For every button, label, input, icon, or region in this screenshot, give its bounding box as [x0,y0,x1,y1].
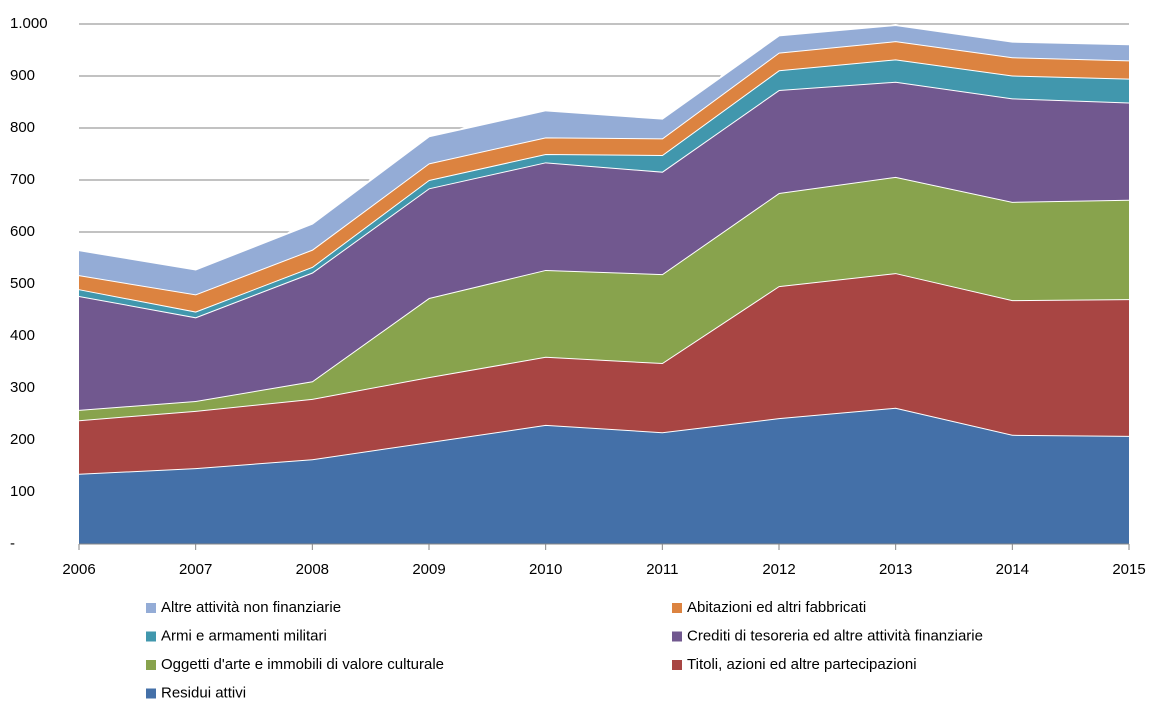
area-edge [78,24,1130,271]
legend-label: Residui attivi [161,684,246,701]
y-tick-label: 400 [10,327,35,344]
legend-swatch [146,660,156,670]
area [79,81,1129,410]
legend-label: Oggetti d'arte e immobili di valore cult… [161,656,444,673]
area [79,59,1129,318]
y-tick-label: 900 [10,67,35,84]
legend-label: Crediti di tesoreria ed altre attività f… [687,627,983,644]
area-edge [78,58,1130,313]
legend-label: Abitazioni ed altri fabbricati [687,599,866,616]
legend-swatch [146,631,156,642]
legend-label: Titoli, azioni ed altre partecipazioni [687,656,917,673]
x-tick-label: 2008 [296,561,329,578]
y-tick-label: 500 [10,275,35,292]
area [79,25,1129,295]
legend-swatch [672,631,682,642]
legend-label: Altre attività non finanziarie [161,599,341,616]
x-tick-label: 2012 [762,561,795,578]
y-tick-label: - [10,535,15,552]
legend-item: Titoli, azioni ed altre partecipazioni [672,656,917,673]
legend-item: Armi e armamenti militari [146,627,327,644]
y-tick-label: 800 [10,119,35,136]
legend-swatch [146,688,156,699]
legend-label: Armi e armamenti militari [161,627,327,644]
x-tick-label: 2014 [996,561,1029,578]
legend-item: Altre attività non finanziarie [146,599,341,616]
y-tick-label: 1.000 [10,15,48,32]
x-tick-label: 2009 [412,561,445,578]
x-tick-label: 2007 [179,561,212,578]
x-tick-label: 2013 [879,561,912,578]
legend-item: Residui attivi [146,684,246,701]
area-edge [78,40,1130,296]
y-tick-label: 700 [10,171,35,188]
legend-swatch [672,660,682,670]
x-tick-label: 2010 [529,561,562,578]
area [79,176,1129,421]
y-tick-label: 300 [10,379,35,396]
y-tick-label: 200 [10,431,35,448]
x-tick-label: 2006 [62,561,95,578]
area [79,407,1129,544]
legend-swatch [146,603,156,613]
legend-item: Abitazioni ed altri fabbricati [672,599,866,616]
y-tick-label: 600 [10,223,35,240]
legend-item: Crediti di tesoreria ed altre attività f… [672,627,983,644]
x-tick-label: 2011 [646,561,678,578]
y-tick-label: 100 [10,483,35,500]
legend-swatch [672,603,682,613]
area [79,41,1129,312]
x-tick-label: 2015 [1112,561,1145,578]
area [79,273,1129,474]
legend-item: Oggetti d'arte e immobili di valore cult… [146,656,444,673]
